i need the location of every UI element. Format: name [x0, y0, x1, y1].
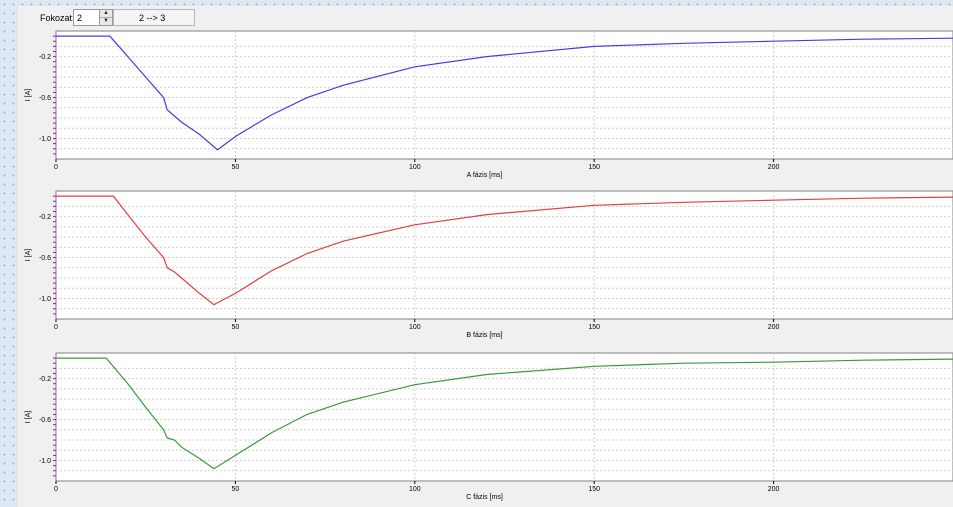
- chart-1-x-tick-label: 200: [768, 164, 780, 171]
- chart-1-y-tick-label: -0.6: [39, 95, 51, 102]
- chart-1-plot-area: [55, 30, 953, 160]
- chart-3-x-tick-label: 50: [232, 486, 240, 493]
- main-panel: Fokozat: 2 ▲ ▼ 2 --> 3 -0.2 -0.6 -1.0 0 50 10…: [18, 6, 953, 507]
- chart-1-x-tick-label: 100: [409, 164, 421, 171]
- chart-2-y-axis-label: I [A]: [25, 249, 32, 262]
- chart-1-x-tick-label: 150: [588, 164, 600, 171]
- chart-1-y-tick-label: -1.0: [39, 136, 51, 143]
- chart-2-x-axis-label: B fázis [ms]: [466, 332, 502, 339]
- transition-text: 2 --> 3: [139, 13, 166, 23]
- chart-2-x-tick-label: 200: [768, 324, 780, 331]
- fokozat-value[interactable]: 2: [77, 13, 83, 23]
- chart-2-y-tick-label: -1.0: [39, 296, 51, 303]
- chart-3-plot-area: [55, 352, 953, 482]
- charts-area: -0.2 -0.6 -1.0 0 50 100 150 200 A fázis [ms] I [A…: [25, 30, 953, 501]
- chart-2-x-tick-label: 0: [54, 324, 58, 331]
- spin-down-icon[interactable]: ▼: [103, 18, 109, 24]
- chart-3-y-tick-label: -0.2: [39, 376, 51, 383]
- chart-1-x-tick-label: 50: [232, 164, 240, 171]
- chart-1-x-tick-label: 0: [54, 164, 58, 171]
- chart-3-y-axis-label: I [A]: [25, 411, 32, 424]
- chart-1-y-axis-label: I [A]: [25, 89, 32, 102]
- chart-2-series-line: [56, 195, 953, 306]
- chart-3-y-tick-label: -1.0: [39, 458, 51, 465]
- transition-display: 2 --> 3: [113, 9, 195, 26]
- chart-2-x-tick-label: 150: [588, 324, 600, 331]
- chart-2-y-tick-label: -0.6: [39, 255, 51, 262]
- chart-3-x-tick-label: 150: [588, 486, 600, 493]
- chart-3-x-axis-label: C fázis [ms]: [466, 494, 503, 501]
- chart-2-y-tick-label: -0.2: [39, 214, 51, 221]
- chart-3-x-tick-label: 200: [768, 486, 780, 493]
- fokozat-stepper[interactable]: 2 ▲ ▼: [73, 9, 113, 26]
- chart-3-y-tick-label: -0.6: [39, 417, 51, 424]
- toolbar: Fokozat: 2 ▲ ▼ 2 --> 3: [18, 6, 953, 30]
- chart-1-y-tick-label: -0.2: [39, 54, 51, 61]
- chart-2-x-tick-label: 50: [232, 324, 240, 331]
- spin-buttons[interactable]: ▲ ▼: [99, 10, 112, 25]
- chart-2-x-tick-label: 100: [409, 324, 421, 331]
- fokozat-label: Fokozat:: [40, 13, 75, 23]
- chart-1-series-line: [56, 35, 953, 151]
- chart-3-series-line: [56, 357, 953, 470]
- chart-2-plot-area: [55, 190, 953, 320]
- spin-up-icon[interactable]: ▲: [100, 10, 112, 18]
- chart-3-x-tick-label: 100: [409, 486, 421, 493]
- chart-1-x-axis-label: A fázis [ms]: [467, 172, 503, 179]
- chart-3-x-tick-label: 0: [54, 486, 58, 493]
